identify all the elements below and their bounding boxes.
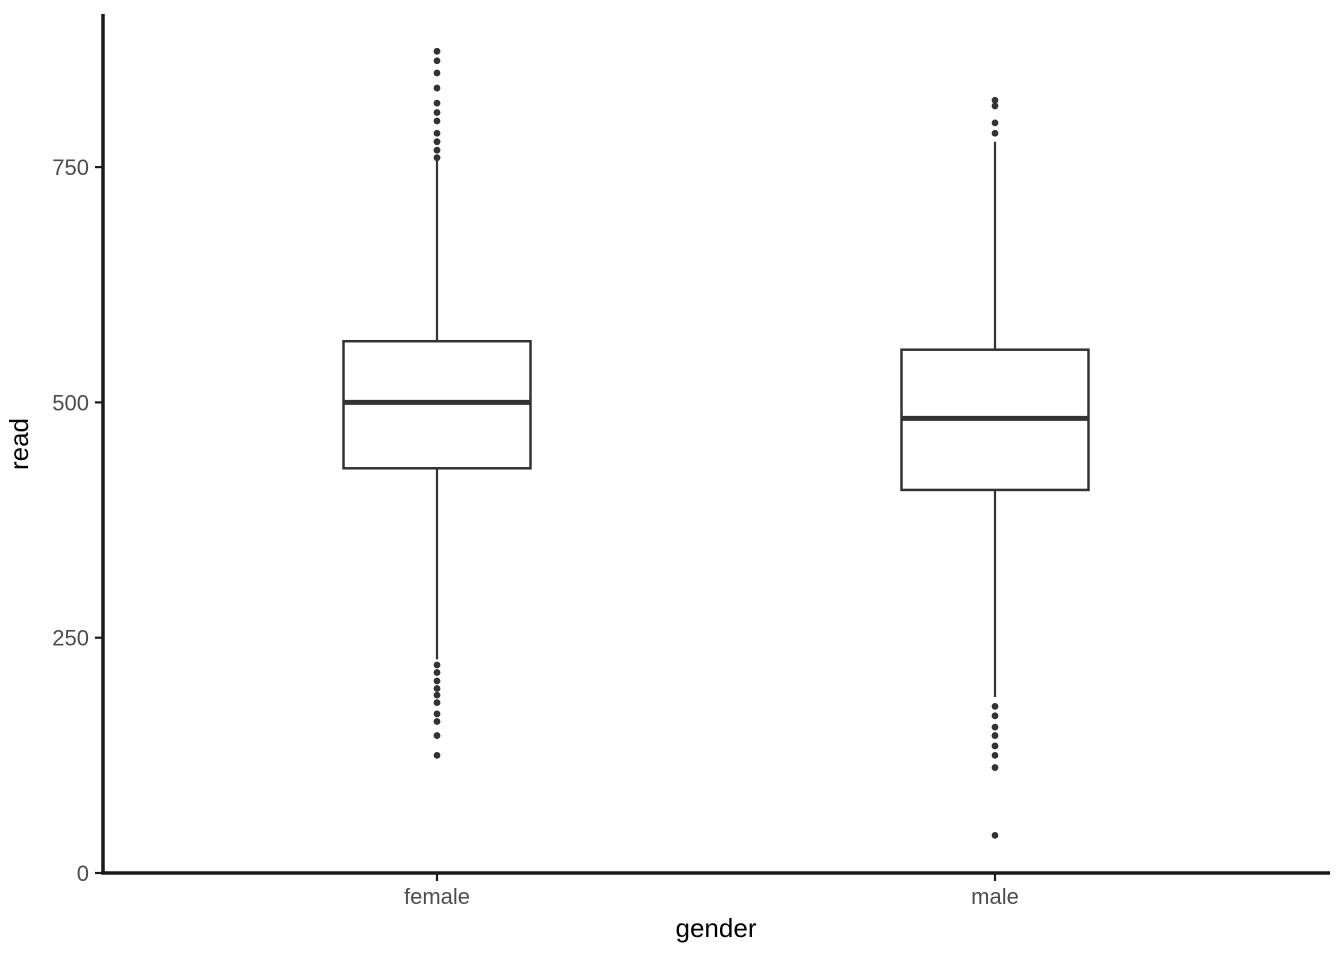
y-tick-label: 500 <box>52 390 89 415</box>
x-axis-title: gender <box>676 913 757 943</box>
outlier-dot-male <box>991 129 999 137</box>
outlier-dot-female <box>433 99 441 107</box>
plot-area: 0 250 500 750 female male <box>52 14 1330 909</box>
outlier-dot-male <box>991 703 999 710</box>
outlier-dot-male <box>991 764 999 771</box>
outlier-dot-male <box>991 96 999 104</box>
outlier-dot-female <box>433 669 441 676</box>
outlier-dot-female <box>433 699 441 707</box>
outlier-dot-male <box>991 119 999 127</box>
outlier-dot-female <box>433 691 441 699</box>
outlier-dot-female <box>433 109 441 116</box>
outlier-dot-female <box>433 710 441 718</box>
outlier-dot-male <box>991 751 999 759</box>
outlier-dot-female <box>433 146 441 154</box>
y-axis-title: read <box>4 418 34 470</box>
outlier-dot-male <box>991 732 999 739</box>
outlier-dot-male <box>991 723 999 731</box>
y-tick-label: 250 <box>52 626 89 651</box>
outlier-dot-female <box>433 154 441 162</box>
outlier-dot-female <box>433 129 441 137</box>
outlier-dot-female <box>433 685 441 692</box>
outlier-dot-female <box>433 732 441 739</box>
outlier-dot-female <box>433 84 441 92</box>
outlier-dot-male <box>991 742 999 750</box>
outlier-dot-female <box>433 117 441 125</box>
outlier-dot-female <box>433 661 441 669</box>
outlier-dot-female <box>433 718 441 725</box>
outlier-dot-female <box>433 138 441 146</box>
outlier-dot-male <box>991 102 999 110</box>
outlier-dot-male <box>991 712 999 720</box>
y-tick-label: 750 <box>52 155 89 180</box>
outlier-dot-female <box>433 751 441 759</box>
outlier-dot-female <box>433 69 441 77</box>
y-tick-label: 0 <box>77 861 89 886</box>
outlier-dot-female <box>433 677 441 685</box>
x-tick-label-male: male <box>971 884 1019 909</box>
outlier-dot-male <box>991 831 999 839</box>
outlier-dot-female <box>433 57 441 65</box>
outlier-dot-female <box>433 47 441 55</box>
x-tick-label-female: female <box>404 884 470 909</box>
